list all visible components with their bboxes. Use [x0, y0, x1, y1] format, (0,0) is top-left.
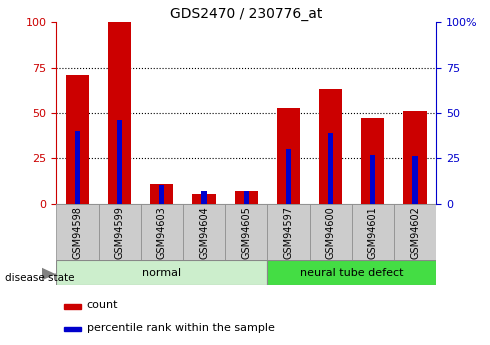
Text: count: count: [87, 300, 118, 310]
Bar: [413, 156, 417, 204]
Bar: [75, 131, 80, 204]
Text: disease state: disease state: [5, 273, 74, 283]
Bar: [117, 120, 122, 204]
Text: normal: normal: [142, 268, 181, 277]
Text: GSM94600: GSM94600: [326, 206, 336, 259]
Text: GSM94603: GSM94603: [157, 206, 167, 259]
Bar: [370, 155, 375, 204]
Bar: [150, 184, 173, 204]
Bar: [183, 204, 225, 260]
Text: GSM94601: GSM94601: [368, 206, 378, 259]
Bar: [268, 260, 436, 285]
Bar: [159, 186, 164, 204]
Bar: [141, 204, 183, 260]
Text: GSM94598: GSM94598: [73, 206, 82, 259]
Bar: [277, 108, 300, 204]
Polygon shape: [42, 268, 54, 280]
Bar: [403, 111, 427, 204]
Bar: [56, 260, 268, 285]
Bar: [66, 75, 89, 204]
Bar: [244, 191, 249, 204]
Text: neural tube defect: neural tube defect: [300, 268, 403, 277]
Bar: [394, 204, 436, 260]
Bar: [328, 133, 333, 204]
Bar: [310, 204, 352, 260]
Bar: [98, 204, 141, 260]
Bar: [268, 204, 310, 260]
Bar: [108, 22, 131, 204]
Bar: [352, 204, 394, 260]
Text: percentile rank within the sample: percentile rank within the sample: [87, 323, 274, 333]
Bar: [361, 118, 385, 204]
Text: GSM94597: GSM94597: [283, 206, 294, 259]
Bar: [235, 191, 258, 204]
Text: GSM94604: GSM94604: [199, 206, 209, 259]
Text: GSM94605: GSM94605: [241, 206, 251, 259]
Bar: [64, 304, 81, 309]
Text: GSM94599: GSM94599: [115, 206, 124, 259]
Bar: [201, 191, 207, 204]
Title: GDS2470 / 230776_at: GDS2470 / 230776_at: [170, 7, 322, 21]
Bar: [319, 89, 342, 204]
Bar: [286, 149, 291, 204]
Bar: [64, 327, 81, 331]
Bar: [193, 195, 216, 204]
Bar: [56, 204, 98, 260]
Bar: [225, 204, 268, 260]
Text: GSM94602: GSM94602: [410, 206, 420, 259]
